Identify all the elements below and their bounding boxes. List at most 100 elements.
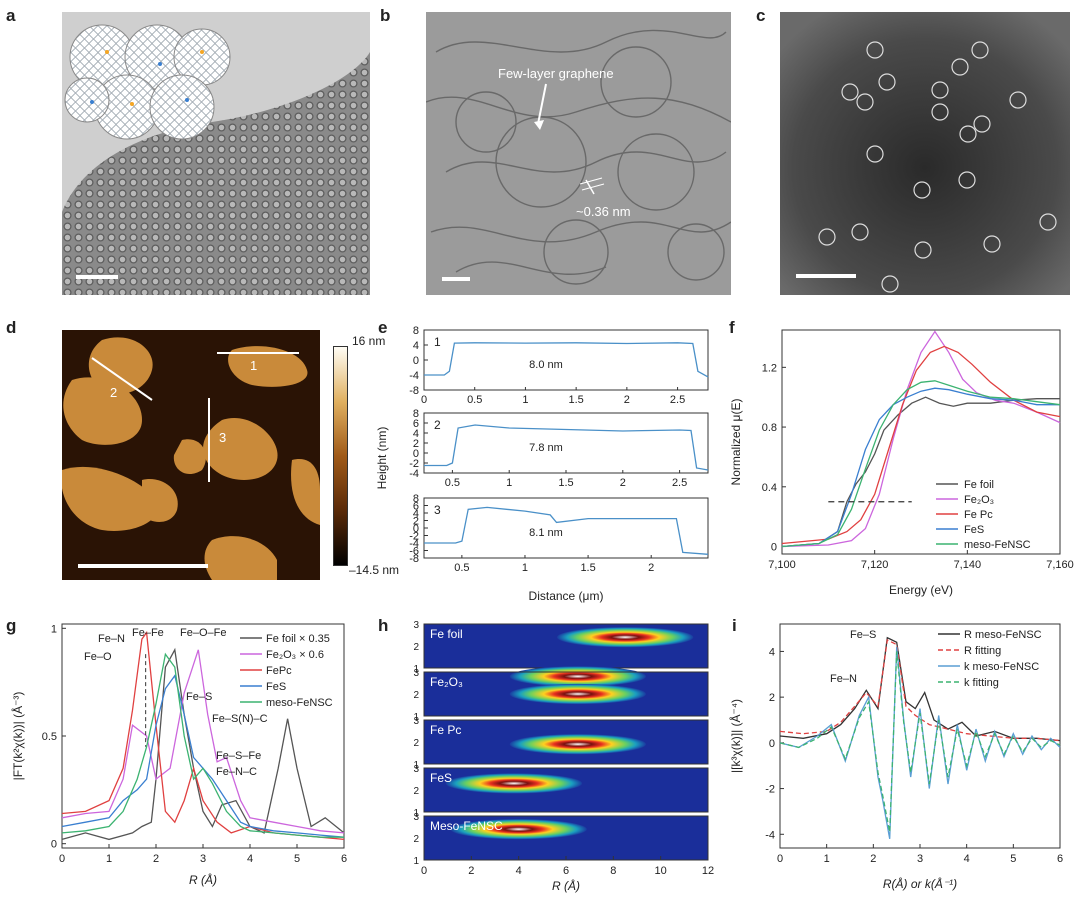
y-tick-label: 3 [413,668,419,679]
y-tick-label: 0 [51,839,57,851]
y-tick-label: -4 [409,538,419,550]
x-tick-label: 7,120 [861,559,889,571]
single-atom-circles [818,41,1057,293]
y-axis-label: |FT(k²χ(k))| (Å⁻³) [10,692,25,781]
x-tick-label: 0.5 [454,562,469,574]
y-tick-label: 2 [413,738,419,749]
afm-line-label-3: 3 [219,430,227,445]
x-tick-label: 5 [1010,853,1016,865]
afm-color-scale [333,346,348,566]
wavelet-row-label: Fe foil [430,627,463,641]
x-tick-label: 2 [153,853,159,865]
subplot-id: 2 [434,418,441,432]
peak-annotation: Fe–N [830,673,857,685]
y-tick-label: 2 [413,516,419,528]
y-tick-label: -2 [409,531,419,543]
y-tick-label: 0 [769,738,775,750]
y-tick-label: 1 [413,856,419,867]
x-tick-label: 7,140 [954,559,982,571]
tem-image-a [62,12,370,295]
x-tick-label: 2.5 [670,394,685,406]
y-tick-label: 1 [413,808,419,819]
x-tick-label: 7,100 [768,559,796,571]
legend-label: Fe₂O₃ [964,494,994,506]
legend-label: meso-FeNSC [964,539,1031,551]
x-tick-label: 12 [702,865,714,877]
legend-label: Fe₂O₃ × 0.6 [266,649,324,661]
haadf-image-c [780,12,1070,295]
chart-i-fitting: 0 1 2 3 4 5 6 -4 -2 0 2 4 Fe–S Fe–N R meso-FeNSC R fitt… [728,623,1063,891]
height-label: 7.8 nm [529,442,563,454]
x-tick-label: 0 [59,853,65,865]
hrtem-image-b: Few-layer graphene ~0.36 nm [426,12,731,295]
annotation-few-layer-graphene: Few-layer graphene [498,66,614,81]
plot-frame [423,671,709,717]
x-tick-label: 2 [468,865,474,877]
x-tick-label: 2 [648,562,654,574]
peak-annotation: Fe–O–Fe [180,627,226,639]
panel-label-e: e [378,318,388,337]
fullerene-cage-illustration [64,24,231,140]
y-tick-label: -4 [409,468,419,480]
x-tick-label: 2.5 [672,477,687,489]
y-tick-label: 8 [413,408,419,420]
panel-label-b: b [380,6,391,25]
plot-frame [423,412,709,474]
annotation-spacing: ~0.36 nm [576,204,631,219]
x-axis-label: Distance (μm) [529,589,604,603]
height-label: 8.1 nm [529,527,563,539]
legend-label: k fitting [964,677,999,689]
wavelet-row-label: Meso-FeNSC [430,819,503,833]
y-tick-label: 3 [413,764,419,775]
height-profile-3 [424,506,709,555]
y-tick-label: -6 [409,546,419,558]
legend-label: R meso-FeNSC [964,629,1042,641]
y-tick-label: 0 [413,448,419,460]
wavelet-hotspot [445,773,583,794]
peak-annotation: Fe–O [84,651,112,663]
x-tick-label: 3 [200,853,206,865]
plot-frame [781,329,1061,555]
y-tick-label: 3 [413,620,419,631]
y-tick-label: 0 [771,542,777,554]
y-tick-label: 4 [413,428,419,440]
x-tick-label: 6 [341,853,347,865]
chart-f-xanes: 7,100 7,120 7,140 7,160 0 0.4 0.8 1.2 Fe foil Fe₂… [729,329,1074,597]
y-tick-label: 1 [51,623,57,635]
fit-line [779,636,1061,742]
scale-bar [796,274,856,278]
x-tick-label: 3 [917,853,923,865]
x-axis-label: R (Å) [189,872,217,887]
afm-scale-bottom: –14.5 nm [349,563,400,577]
wavelet-hotspot [509,734,646,755]
plot-frame [779,623,1061,849]
afm-line-label-2: 2 [110,385,118,400]
x-tick-label: 1 [106,853,112,865]
x-tick-label: 0 [777,853,783,865]
panel-label-c: c [756,6,766,25]
plot-frame [423,329,709,391]
y-tick-label: 0.4 [762,482,777,494]
legend-label: FeS [964,524,984,536]
subplot-id: 3 [434,503,441,517]
height-label: 8.0 nm [529,359,563,371]
ft-line [61,649,345,834]
y-tick-label: 1 [413,712,419,723]
y-tick-label: 2 [413,834,419,845]
ft-line [61,652,344,838]
y-tick-label: -8 [409,553,419,565]
wavelet-row-label: FeS [430,771,452,785]
x-tick-label: 0 [421,394,427,406]
x-tick-label: 0 [421,865,427,877]
x-axis-label: Energy (eV) [889,583,953,597]
y-tick-label: 1 [413,760,419,771]
x-tick-label: 0.5 [467,394,482,406]
peak-annotation: Fe–S [186,691,212,703]
scale-bar [442,277,470,281]
legend-label: meso-FeNSC [266,697,333,709]
ft-line [61,647,345,841]
legend-label: k meso-FeNSC [964,661,1039,673]
wavelet-hotspot [557,627,694,648]
xanes-line [781,387,1060,548]
fit-line [779,651,1061,833]
